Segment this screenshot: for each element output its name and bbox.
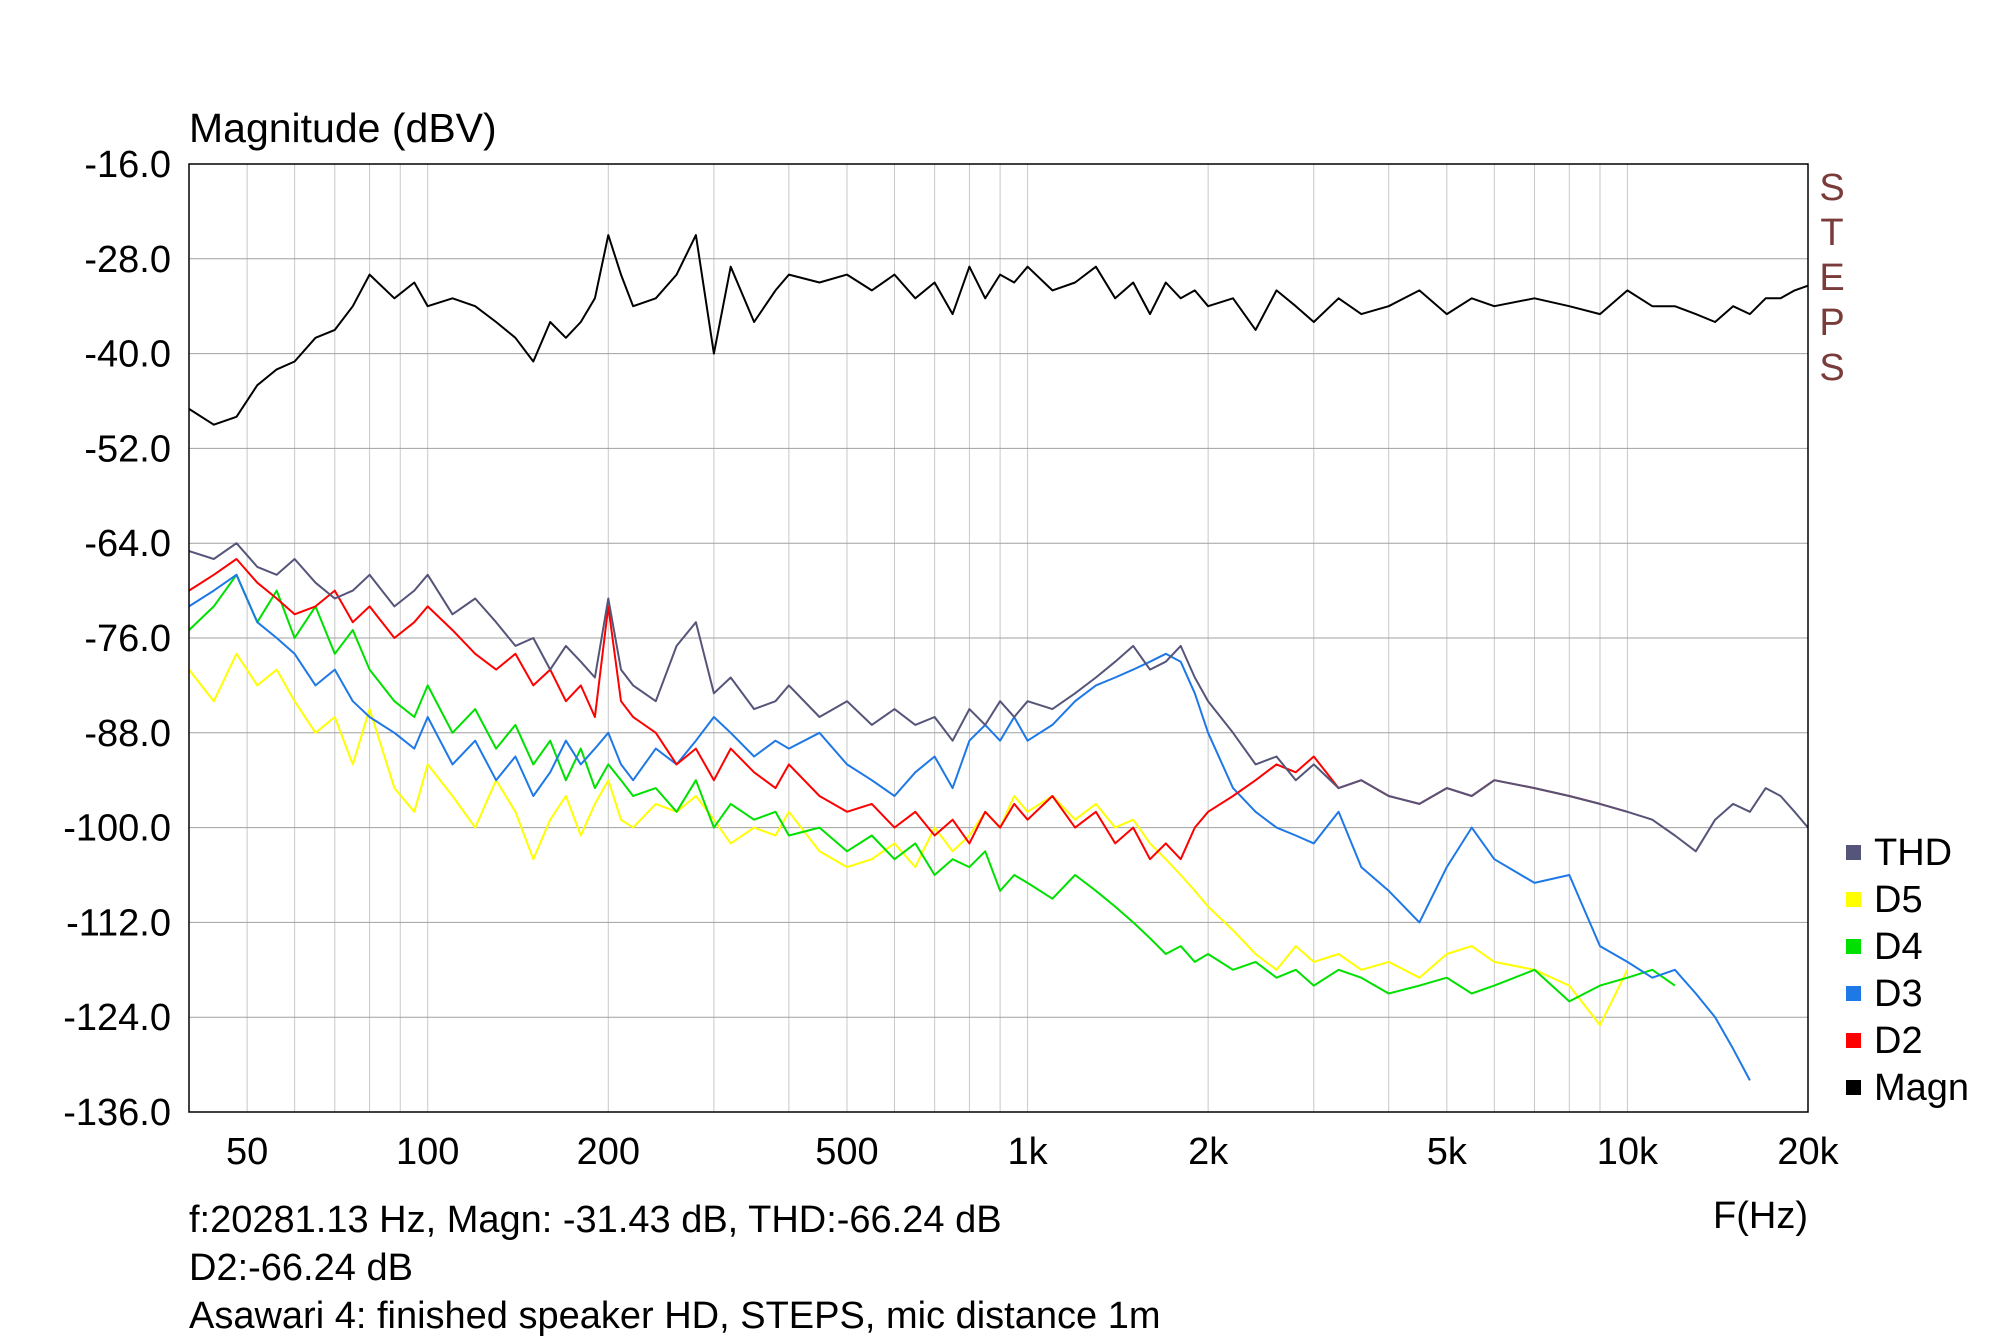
series-line-d5: [188, 652, 1629, 1027]
series-line-d4: [188, 573, 1676, 1003]
legend-swatch-magn: [1846, 1080, 1861, 1095]
y-tick-label: -16.0: [84, 144, 171, 186]
y-tick-label: -124.0: [63, 997, 171, 1039]
series-line-d2: [188, 558, 1628, 861]
legend-label-d4: D4: [1874, 926, 1923, 968]
legend-swatch-d2: [1846, 1033, 1861, 1048]
legend: THD D5 D4 D3 D2 Magn: [1846, 832, 1969, 1109]
y-tick-label: -40.0: [84, 334, 171, 376]
x-tick-label: 10k: [1597, 1131, 1659, 1173]
legend-swatch-d4: [1846, 939, 1861, 954]
y-tick-label: -136.0: [63, 1092, 171, 1134]
tick-labels: -16.0 -28.0 -40.0 -52.0 -64.0 -76.0 -88.0 -100.…: [63, 144, 1839, 1173]
legend-swatch-d5: [1846, 892, 1861, 907]
y-tick-label: -76.0: [84, 618, 171, 660]
x-tick-label: 50: [226, 1131, 268, 1173]
y-tick-label: -112.0: [66, 902, 171, 944]
legend-label-d3: D3: [1874, 973, 1923, 1015]
legend-label-magn: Magn: [1874, 1067, 1969, 1109]
x-tick-label: 5k: [1427, 1131, 1468, 1173]
y-tick-label: -28.0: [84, 239, 171, 281]
series-line-magn: [188, 234, 1809, 426]
x-tick-label: 20k: [1777, 1131, 1839, 1173]
y-tick-label: -100.0: [63, 808, 171, 850]
x-tick-label: 200: [577, 1131, 640, 1173]
y-axis-title: Magnitude (dBV): [189, 105, 497, 151]
legend-label-thd: THD: [1874, 832, 1952, 874]
x-tick-label: 2k: [1188, 1131, 1229, 1173]
plot-border: [188, 163, 1809, 1113]
series-layer: [188, 234, 1809, 1081]
x-tick-label: 100: [396, 1131, 459, 1173]
legend-label-d2: D2: [1874, 1020, 1923, 1062]
x-axis-title: F(Hz): [1713, 1195, 1808, 1237]
chart-caption: Asawari 4: finished speaker HD, STEPS, m…: [189, 1295, 1161, 1337]
x-tick-label: 1k: [1007, 1131, 1048, 1173]
legend-swatch-thd: [1846, 845, 1861, 860]
y-tick-label: -64.0: [84, 523, 171, 565]
d2-readout: D2:-66.24 dB: [189, 1247, 413, 1289]
x-tick-label: 500: [815, 1131, 878, 1173]
cursor-readout: f:20281.13 Hz, Magn: -31.43 dB, THD:-66.…: [189, 1199, 1002, 1241]
series-line-d3: [188, 573, 1751, 1081]
legend-label-d5: D5: [1874, 879, 1923, 921]
y-tick-label: -52.0: [84, 428, 171, 470]
legend-swatch-d3: [1846, 986, 1861, 1001]
series-line-thd: [188, 542, 1809, 853]
y-tick-label: -88.0: [84, 713, 171, 755]
